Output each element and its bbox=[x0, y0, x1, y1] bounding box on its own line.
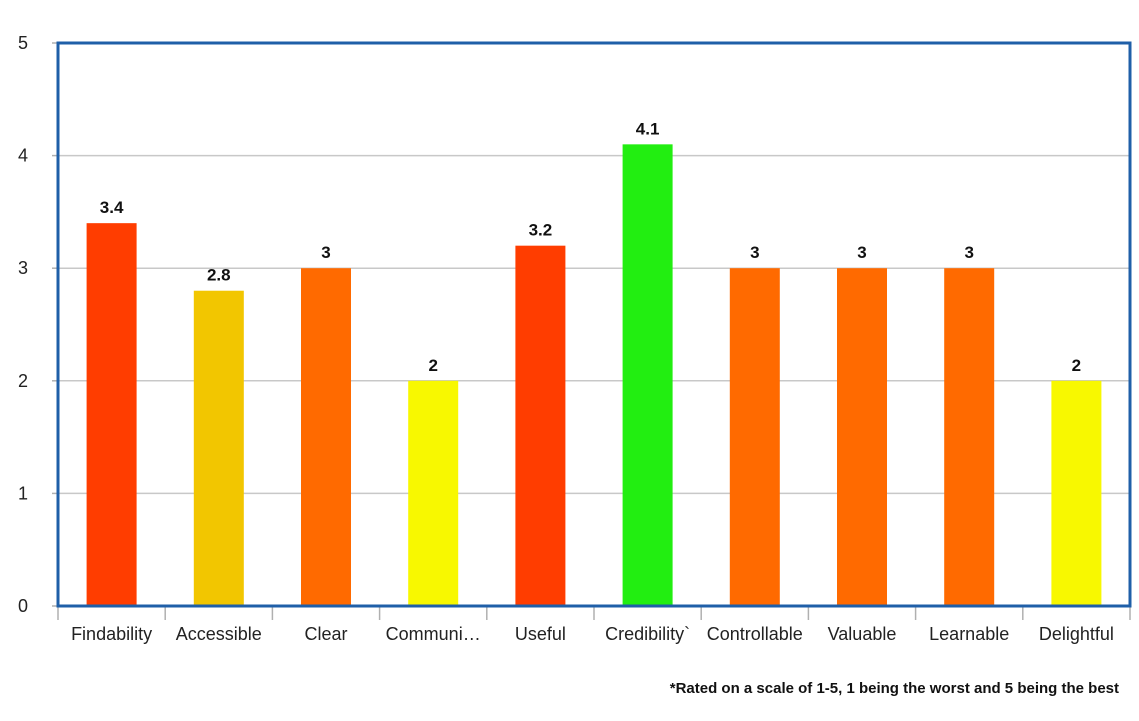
data-label: 2 bbox=[1072, 356, 1081, 375]
bar bbox=[729, 268, 780, 606]
x-tick-label: Useful bbox=[515, 624, 566, 644]
y-tick-label: 1 bbox=[18, 483, 28, 503]
x-tick-label: Communi… bbox=[386, 624, 481, 644]
plot-border bbox=[56, 41, 1132, 608]
bar bbox=[86, 223, 137, 606]
x-tick-label: Controllable bbox=[707, 624, 803, 644]
bar bbox=[515, 245, 566, 606]
x-tick-label: Learnable bbox=[929, 624, 1009, 644]
data-label: 3.2 bbox=[529, 221, 553, 240]
x-tick-label: Accessible bbox=[176, 624, 262, 644]
data-label: 2 bbox=[428, 356, 437, 375]
data-label: 4.1 bbox=[636, 119, 660, 138]
y-tick-label: 2 bbox=[18, 371, 28, 391]
chart-footnote: *Rated on a scale of 1-5, 1 being the wo… bbox=[669, 680, 1119, 697]
bar bbox=[301, 268, 351, 606]
bar bbox=[1051, 380, 1102, 606]
bar bbox=[193, 290, 244, 606]
x-tick-label: Delightful bbox=[1039, 624, 1114, 644]
x-tick-label: Valuable bbox=[828, 624, 897, 644]
x-tick-label: Credibility` bbox=[605, 624, 690, 644]
x-tick-label: Clear bbox=[304, 624, 347, 644]
bar bbox=[408, 380, 459, 606]
y-tick-label: 3 bbox=[18, 258, 28, 278]
data-label: 3 bbox=[964, 243, 973, 262]
data-label: 3 bbox=[750, 243, 759, 262]
data-label: 3 bbox=[857, 243, 866, 262]
data-label: 3 bbox=[321, 243, 330, 262]
x-tick-label: Findability bbox=[71, 624, 152, 644]
y-tick-label: 0 bbox=[18, 596, 28, 616]
y-tick-label: 5 bbox=[18, 33, 28, 53]
y-tick-label: 4 bbox=[18, 146, 28, 166]
bar bbox=[944, 268, 995, 606]
data-label: 3.4 bbox=[100, 198, 124, 217]
bar bbox=[622, 144, 673, 606]
bar bbox=[837, 268, 887, 606]
data-label: 2.8 bbox=[207, 266, 231, 285]
